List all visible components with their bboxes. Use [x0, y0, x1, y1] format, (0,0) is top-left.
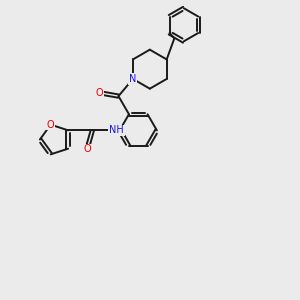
- Text: NH: NH: [109, 125, 124, 135]
- Text: O: O: [83, 145, 91, 154]
- Text: O: O: [47, 120, 55, 130]
- Text: O: O: [96, 88, 104, 98]
- Text: N: N: [129, 74, 137, 84]
